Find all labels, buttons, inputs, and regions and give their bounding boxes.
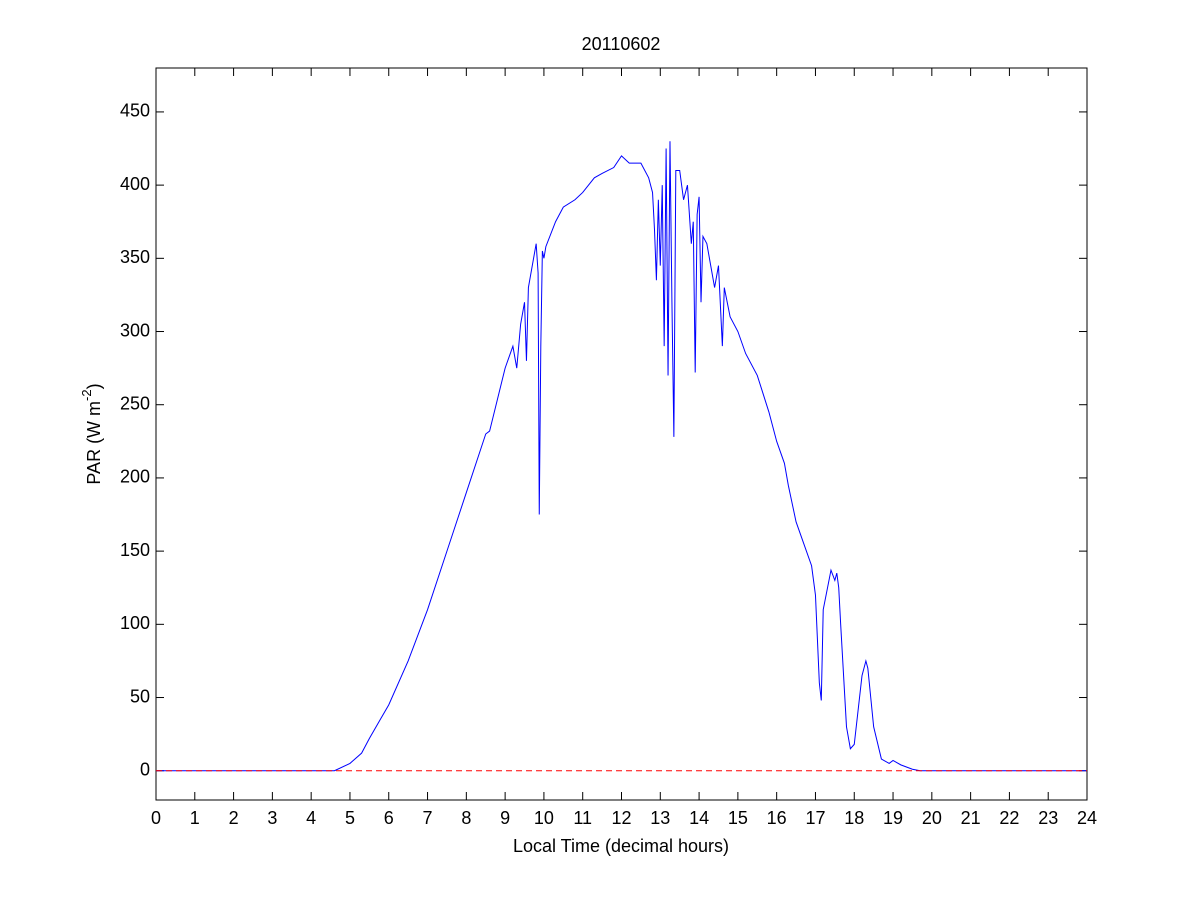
x-tick-label: 8 — [461, 808, 471, 828]
y-tick-label: 150 — [120, 540, 150, 560]
x-tick-label: 15 — [728, 808, 748, 828]
x-tick-label: 24 — [1077, 808, 1097, 828]
x-tick-label: 14 — [689, 808, 709, 828]
x-tick-label: 22 — [999, 808, 1019, 828]
x-axis-label: Local Time (decimal hours) — [513, 836, 729, 856]
x-tick-label: 18 — [844, 808, 864, 828]
x-tick-label: 12 — [611, 808, 631, 828]
y-axis-label: PAR (W m-2) — [79, 383, 103, 484]
x-tick-label: 3 — [267, 808, 277, 828]
y-tick-label: 50 — [130, 686, 150, 706]
x-tick-label: 20 — [922, 808, 942, 828]
y-tick-label: 300 — [120, 320, 150, 340]
x-tick-label: 16 — [767, 808, 787, 828]
x-tick-label: 0 — [151, 808, 161, 828]
x-tick-label: 11 — [573, 808, 592, 828]
x-tick-label: 13 — [650, 808, 670, 828]
y-tick-label: 250 — [120, 393, 150, 413]
x-tick-label: 4 — [306, 808, 316, 828]
y-label-text: PAR (W m — [84, 401, 104, 485]
y-label-text-end: ) — [84, 383, 104, 389]
x-tick-label: 6 — [384, 808, 394, 828]
x-tick-label: 1 — [190, 808, 200, 828]
x-tick-label: 10 — [534, 808, 554, 828]
y-label-superscript: -2 — [79, 389, 94, 401]
y-tick-label: 450 — [120, 101, 150, 121]
plot-area — [155, 67, 1088, 801]
x-tick-label: 7 — [423, 808, 433, 828]
x-tick-label: 9 — [500, 808, 510, 828]
y-tick-label: 350 — [120, 247, 150, 267]
x-tick-label: 2 — [229, 808, 239, 828]
chart-title: 20110602 — [582, 34, 661, 54]
y-tick-label: 200 — [120, 467, 150, 487]
y-tick-label: 400 — [120, 174, 150, 194]
x-tick-label: 21 — [961, 808, 981, 828]
x-tick-label: 17 — [805, 808, 825, 828]
x-tick-label: 19 — [883, 808, 903, 828]
x-tick-label: 5 — [345, 808, 355, 828]
x-tick-label: 23 — [1038, 808, 1058, 828]
y-tick-label: 0 — [140, 759, 150, 779]
data-line — [156, 141, 1087, 772]
y-tick-label: 100 — [120, 613, 150, 633]
